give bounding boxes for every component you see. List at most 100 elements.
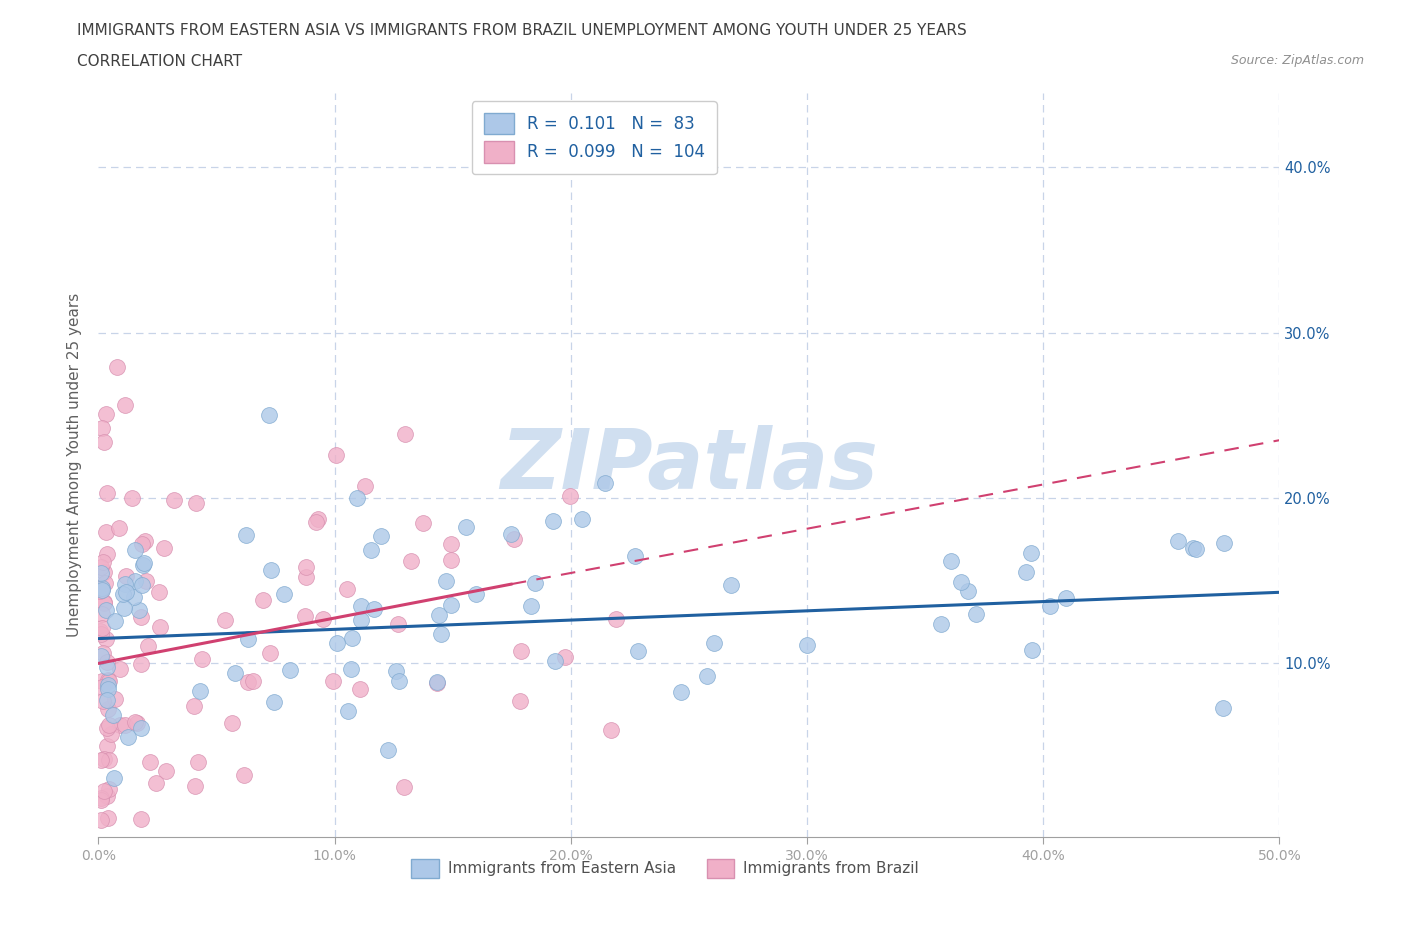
Point [294,608,316,623]
Point [440,537,463,551]
Point [122,590,145,604]
Point [94,407,117,422]
Point [796,637,818,652]
Point [273,586,295,601]
Point [233,768,256,783]
Point [108,718,131,733]
Point [600,723,623,737]
Point [322,673,344,688]
Point [440,552,463,567]
Point [235,528,257,543]
Point [91,554,114,569]
Point [259,646,281,661]
Point [90,679,112,694]
Point [257,408,280,423]
Point [94,525,117,539]
Point [221,715,243,730]
Point [115,569,138,584]
Point [98,718,121,733]
Point [669,684,692,699]
Point [136,638,159,653]
Point [183,698,205,713]
Point [434,573,457,588]
Point [90,649,112,664]
Point [186,495,208,510]
Point [554,649,576,664]
Point [132,558,155,573]
Point [114,576,136,591]
Point [94,603,117,618]
Point [105,359,128,374]
Point [509,644,531,658]
Point [252,592,274,607]
Point [90,673,112,688]
Point [96,692,118,707]
Point [94,631,117,646]
Point [89,584,111,599]
Point [957,584,980,599]
Point [349,612,371,627]
Point [280,663,302,678]
Point [131,537,153,551]
Point [1015,565,1038,579]
Point [117,729,139,744]
Point [90,580,112,595]
Point [325,447,347,462]
Point [91,646,114,661]
Point [134,534,156,549]
Point [558,488,581,503]
Point [307,512,329,526]
Point [360,542,382,557]
Point [520,599,543,614]
Point [627,644,650,658]
Point [387,617,409,631]
Point [224,665,246,680]
Point [1039,599,1062,614]
Point [412,515,434,530]
Point [90,565,112,580]
Point [427,607,450,622]
Point [129,811,152,826]
Point [1021,643,1043,658]
Point [124,542,146,557]
Point [90,560,112,575]
Point [96,546,118,561]
Point [90,792,112,807]
Point [96,721,118,736]
Point [121,491,143,506]
Point [1167,534,1189,549]
Point [96,739,118,754]
Point [90,790,112,805]
Point [465,587,488,602]
Point [295,559,318,574]
Point [112,601,135,616]
Point [93,595,115,610]
Point [394,780,416,795]
Point [114,397,136,412]
Point [96,659,118,674]
Point [509,694,531,709]
Point [605,612,627,627]
Point [131,609,153,624]
Point [111,587,134,602]
Point [103,771,125,786]
Point [1185,541,1208,556]
Point [696,669,718,684]
Point [340,661,363,676]
Point [129,721,152,736]
Point [191,652,214,667]
Point [91,581,114,596]
Point [155,764,177,778]
Point [93,594,115,609]
Point [1054,591,1077,605]
Point [340,631,363,645]
Point [454,520,477,535]
Point [93,783,115,798]
Point [104,614,127,629]
Point [110,661,132,676]
Point [426,675,449,690]
Point [107,521,129,536]
Point [238,632,260,647]
Point [939,553,962,568]
Point [97,701,120,716]
